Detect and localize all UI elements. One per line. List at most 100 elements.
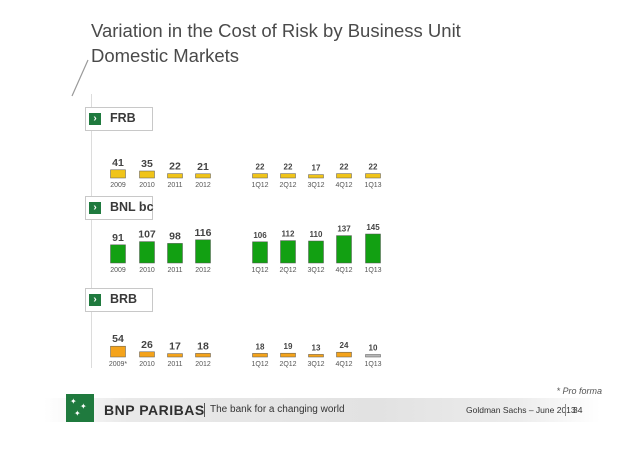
category-label: 2011 [167,182,182,189]
category-label: 4Q12 [335,361,352,368]
brand-name: BNP PARIBAS [104,402,205,418]
footnote: * Pro forma [556,386,602,396]
bar-bnl-bc-1q13 [365,233,381,264]
bar-brb-1q13 [365,354,381,358]
category-label: 2012 [195,182,211,189]
bar-bnl-bc-2011 [167,243,183,264]
bar-bnl-bc-1q12 [252,241,268,264]
value-label: 35 [141,158,153,170]
category-label: 1Q12 [251,182,268,189]
value-label: 106 [253,231,267,240]
bar-frb-2q12 [280,173,296,179]
category-label: 2009* [109,361,128,368]
bar-frb-1q13 [365,173,381,179]
footer-bar [44,398,600,422]
category-label: 3Q12 [307,182,324,189]
category-label: 2011 [167,267,182,274]
bar-frb-2011 [167,173,183,179]
value-label: 110 [310,230,323,239]
chevron-right-icon: › [89,202,101,214]
value-label: 22 [340,163,349,172]
value-label: 112 [282,230,295,239]
value-label: 116 [195,227,212,239]
unit-label-bnl: BNL bc [110,200,154,214]
brand-tagline: The bank for a changing world [210,404,345,415]
bar-frb-2012 [195,173,211,179]
bar-brb-4q12 [336,351,352,358]
value-label: 22 [256,163,265,172]
page-title: Variation in the Cost of Risk by Busines… [91,20,461,41]
chevron-right-icon: › [89,294,101,306]
value-label: 21 [197,161,209,173]
category-label: 2010 [139,267,155,274]
unit-label-frb: FRB [110,111,136,125]
value-label: 26 [141,339,153,351]
footer-separator [204,403,205,417]
value-label: 41 [112,157,124,169]
category-label: 2012 [195,361,211,368]
bar-brb-2010 [139,351,155,358]
category-label: 1Q12 [251,361,268,368]
value-label: 17 [312,164,321,173]
bar-brb-2011 [167,353,183,358]
bar-bnl-bc-4q12 [336,235,352,264]
unit-label-brb: BRB [110,292,138,306]
bar-brb-1q12 [252,353,268,358]
bar-frb-4q12 [336,173,352,179]
bar-brb-3q12 [308,354,324,358]
value-label: 17 [169,341,181,353]
bar-brb-2q12 [280,352,296,358]
value-label: 24 [340,341,349,350]
event-label: Goldman Sachs – June 2013 [466,405,576,415]
category-label: 2009 [110,267,126,274]
unit-header-bnl: › BNL bc [85,196,154,220]
value-label: 22 [169,161,181,173]
page-number: 34 [573,405,583,415]
bar-bnl-bc-2010 [139,241,155,264]
category-label: 2011 [167,361,182,368]
category-label: 4Q12 [335,267,352,274]
page-separator [565,404,566,416]
value-label: 18 [197,340,209,352]
category-label: 2Q12 [279,182,296,189]
value-label: 98 [169,230,181,242]
bar-frb-2010 [139,170,155,179]
value-label: 22 [284,163,293,172]
category-label: 1Q13 [364,182,381,189]
decorative-slash [71,59,89,97]
bar-frb-3q12 [308,174,324,179]
bnp-logo-icon: ✦ ✦ ✦ [66,394,94,422]
value-label: 13 [312,343,321,352]
page-subtitle: Domestic Markets [91,45,240,66]
value-label: 91 [112,232,124,244]
category-label: 3Q12 [307,361,324,368]
category-label: 1Q12 [251,267,268,274]
value-label: 10 [369,344,378,353]
bar-bnl-bc-3q12 [308,240,324,264]
category-label: 4Q12 [335,182,352,189]
unit-header-brb: › BRB [85,288,153,312]
bar-brb-2012 [195,353,211,358]
bar-frb-1q12 [252,173,268,179]
category-label: 1Q13 [364,361,381,368]
category-label: 2012 [195,267,211,274]
category-label: 2010 [139,182,155,189]
bar-bnl-bc-2009 [110,244,126,264]
footer: ✦ ✦ ✦ BNP PARIBAS The bank for a changin… [44,394,600,422]
value-label: 18 [256,342,265,351]
divider-line [91,94,92,368]
bar-brb-2009 [110,345,126,358]
category-label: 2009 [110,182,126,189]
value-label: 137 [337,225,351,234]
bar-bnl-bc-2012 [195,239,211,264]
category-label: 2010 [139,361,155,368]
value-label: 107 [138,229,156,241]
category-label: 2Q12 [279,361,296,368]
value-label: 54 [112,333,124,345]
value-label: 145 [366,223,380,232]
value-label: 22 [369,163,378,172]
bar-bnl-bc-2q12 [280,240,296,264]
unit-header-frb: › FRB [85,107,153,131]
category-label: 1Q13 [364,267,381,274]
